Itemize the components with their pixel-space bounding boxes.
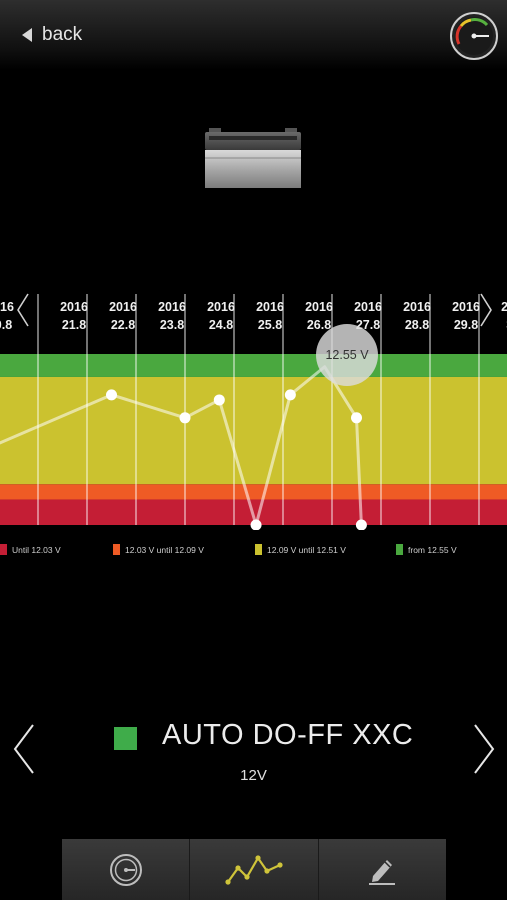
x-tick-day: 24.8 (208, 318, 234, 332)
voltage-chart: 2016 20.8 2016 21.8 2016 22.8 2016 23.8 2016 24.8… (0, 290, 507, 530)
x-tick-year: 2016 (354, 300, 382, 314)
tab-edit[interactable] (319, 839, 446, 900)
device-prev-arrow-icon[interactable] (11, 721, 37, 777)
x-tick-year: 2016 (305, 300, 333, 314)
tab-gauge[interactable] (62, 839, 191, 900)
device-selector: AUTO DO-FF XXC 12V (0, 705, 507, 795)
band-3 (0, 354, 507, 377)
data-point (284, 389, 296, 401)
legend-swatch-yellow (255, 544, 262, 555)
x-tick-label: 2016 24.8 (197, 298, 245, 334)
data-point (355, 519, 367, 530)
chart-prev-arrow-icon[interactable] (13, 290, 33, 330)
gauge-icon[interactable] (449, 11, 499, 61)
legend-text-green: from 12.55 V (408, 544, 457, 555)
device-next-arrow-icon[interactable] (471, 721, 497, 777)
x-tick-year: 2016 (158, 300, 186, 314)
x-tick-day: 20.8 (0, 318, 13, 332)
legend-swatch-orange (113, 544, 120, 555)
x-tick-year: 2016 (60, 300, 88, 314)
legend-swatch-green (396, 544, 403, 555)
x-tick-day: 23.8 (159, 318, 185, 332)
legend-item-orange: 12.03 V until 12.09 V (113, 544, 204, 555)
data-point (250, 519, 262, 530)
back-button[interactable]: back (22, 20, 82, 50)
bottom-tab-bar (62, 839, 446, 900)
chart-legend: Until 12.03 V 12.03 V until 12.09 V 12.0… (0, 544, 507, 560)
x-tick-day: 29.8 (453, 318, 479, 332)
legend-text-orange: 12.03 V until 12.09 V (125, 544, 204, 555)
data-point (106, 389, 117, 401)
band-1 (0, 484, 507, 500)
x-tick-day: 22.8 (110, 318, 136, 332)
legend-item-red: Until 12.03 V (0, 544, 61, 555)
x-tick-label: 2016 23.8 (148, 298, 196, 334)
legend-swatch-red (0, 544, 7, 555)
device-color-swatch (114, 727, 137, 750)
x-tick-year: 2016 (501, 300, 507, 314)
x-tick-label: 2016 22.8 (99, 298, 147, 334)
pencil-icon (369, 859, 396, 885)
data-point (351, 412, 362, 424)
legend-item-yellow: 12.09 V until 12.51 V (255, 544, 346, 555)
x-tick-label: 2016 25.8 (246, 298, 294, 334)
x-tick-year: 2016 (109, 300, 137, 314)
x-tick-label: 2016 26.8 (295, 298, 343, 334)
x-tick-day: 28.8 (404, 318, 430, 332)
device-name: AUTO DO-FF XXC (162, 719, 414, 751)
chart-line-icon (225, 854, 283, 885)
x-tick-label: 2016 27.8 (344, 298, 392, 334)
back-arrow-icon (22, 28, 32, 42)
legend-item-green: from 12.55 V (396, 544, 457, 555)
battery-image (205, 128, 301, 188)
x-tick-year: 2016 (0, 300, 14, 314)
legend-text-red: Until 12.03 V (12, 544, 61, 555)
selected-value-bubble: 12.55 V (316, 324, 378, 386)
legend-text-yellow: 12.09 V until 12.51 V (267, 544, 346, 555)
back-label: back (42, 24, 83, 45)
band-2 (0, 376, 507, 485)
data-point (179, 412, 191, 424)
x-tick-label: 2016 28.8 (393, 298, 441, 334)
x-tick-year: 2016 (452, 300, 480, 314)
x-tick-day: 26.8 (306, 318, 332, 332)
x-tick-label: 2016 20.8 (0, 298, 24, 334)
x-tick-year: 2016 (256, 300, 284, 314)
device-voltage: 12V (240, 767, 267, 784)
data-point (213, 394, 225, 406)
tab-chart[interactable] (190, 839, 319, 900)
x-tick-day: 25.8 (257, 318, 283, 332)
x-tick-label: 2016 21.8 (50, 298, 98, 334)
gauge-icon (109, 853, 142, 886)
x-tick-label: 2016 29.8 (442, 298, 490, 334)
x-tick-year: 2016 (403, 300, 431, 314)
x-tick-day: 21.8 (61, 318, 87, 332)
x-tick-year: 2016 (207, 300, 235, 314)
chart-next-arrow-icon[interactable] (476, 290, 496, 330)
top-bar: back (0, 0, 507, 70)
